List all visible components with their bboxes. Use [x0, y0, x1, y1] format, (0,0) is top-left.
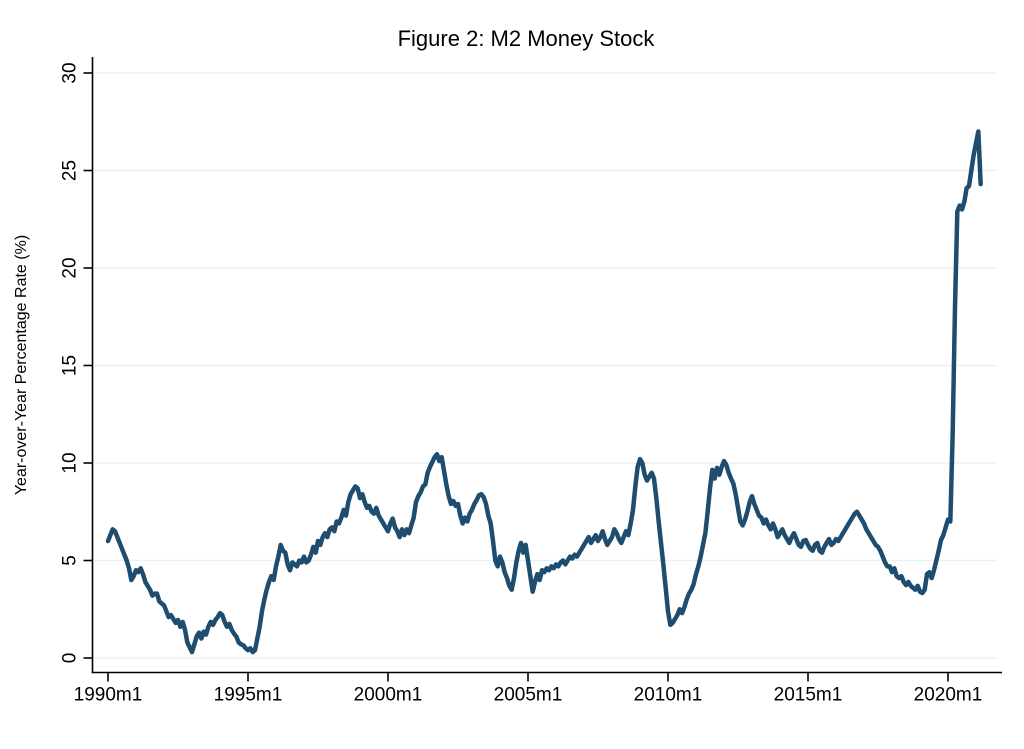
y-tick-label: 30 [60, 62, 81, 83]
x-tick-label: 1990m1 [74, 685, 143, 706]
x-tick-label: 2000m1 [354, 685, 423, 706]
x-tick-label: 2010m1 [634, 685, 703, 706]
y-tick-label: 10 [60, 452, 81, 473]
y-tick-label: 5 [60, 555, 81, 566]
x-tick-label: 1995m1 [214, 685, 283, 706]
x-tick-label: 2015m1 [774, 685, 843, 706]
y-axis-title: Year-over-Year Percentage Rate (%) [13, 235, 30, 495]
gridlines [93, 72, 997, 659]
chart-title: Figure 2: M2 Money Stock [398, 26, 656, 51]
y-tick-label: 15 [60, 355, 81, 376]
y-tick-label: 20 [60, 257, 81, 278]
m2-line [105, 129, 983, 655]
x-tick-label: 2020m1 [914, 685, 983, 706]
y-tick-label: 25 [60, 160, 81, 181]
m2-series-line [105, 129, 983, 655]
axes: 0 5 10 15 20 25 30 1990m1 1995m1 2000m1 2005m1 2010… [60, 57, 1002, 706]
y-tick-label: 0 [60, 653, 81, 664]
x-tick-label: 2005m1 [494, 685, 563, 706]
